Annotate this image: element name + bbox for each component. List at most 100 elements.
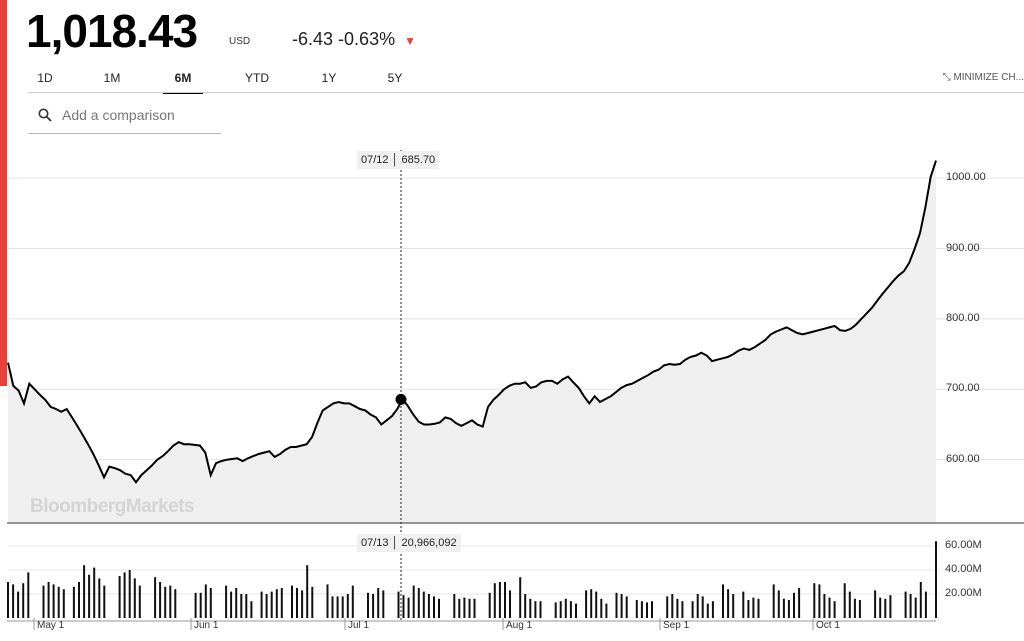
volume-bar — [590, 589, 593, 618]
tab-ytd[interactable]: YTD — [245, 71, 269, 85]
volume-bar — [924, 591, 927, 618]
volume-bar — [72, 586, 75, 618]
volume-bar — [787, 600, 790, 618]
volume-bar — [534, 601, 537, 618]
volume-bar — [397, 591, 400, 618]
volume-bar — [666, 596, 669, 618]
volume-bar — [681, 601, 684, 618]
volume-bar — [732, 594, 735, 618]
volume-bar — [635, 600, 638, 618]
search-icon — [38, 108, 52, 122]
volume-bar — [377, 588, 380, 618]
volume-bar — [250, 601, 253, 618]
volume-bar — [265, 594, 268, 618]
volume-bar — [311, 586, 314, 618]
volume-bar — [701, 596, 704, 618]
volume-bar — [493, 583, 496, 618]
minimize-chart-button[interactable]: ⤡ MINIMIZE CH... — [943, 72, 1024, 83]
volume-bar — [402, 595, 405, 618]
volume-bar — [600, 598, 603, 618]
volume-bar — [818, 584, 821, 618]
volume-bar — [691, 601, 694, 618]
volume-bar — [123, 572, 126, 618]
tab-6m[interactable]: 6M — [163, 70, 203, 94]
volume-bar — [554, 602, 557, 618]
volume-bar — [133, 578, 136, 618]
comparison-input[interactable] — [60, 103, 219, 127]
volume-bar — [519, 577, 522, 618]
volume-bar — [498, 582, 501, 618]
volume-bar — [858, 600, 861, 618]
volume-bar — [646, 602, 648, 618]
volume-bar — [230, 591, 233, 618]
volume-bar — [605, 603, 608, 618]
volume-bar — [270, 591, 273, 618]
volume-bar — [884, 598, 887, 618]
change-percent: -0.63% — [338, 29, 396, 49]
volume-bar — [640, 601, 643, 618]
volume-bar — [438, 598, 440, 618]
volume-bar — [782, 598, 785, 618]
x-tick-label: Oct 1 — [816, 620, 840, 631]
volume-bar — [453, 594, 456, 618]
volume-bars — [7, 541, 940, 618]
y-tick-label: 800.00 — [946, 311, 980, 324]
price-change: -6.43 -0.63% ▼ — [292, 29, 416, 50]
volume-bar — [904, 591, 907, 618]
volume-bar — [336, 596, 339, 618]
last-price: 1,018.43 — [26, 5, 198, 57]
volume-bar — [813, 583, 816, 618]
volume-bar — [57, 586, 60, 618]
x-tick-label: May 1 — [37, 620, 65, 631]
volume-bar — [615, 592, 618, 618]
volume-bar — [889, 595, 892, 618]
volume-bar — [422, 591, 425, 618]
volume-bar — [757, 598, 760, 618]
price-tooltip-value: 685.70 — [401, 154, 436, 166]
volume-bar — [199, 592, 202, 618]
volume-bar — [823, 594, 826, 618]
volume-bar — [159, 582, 162, 618]
volume-bar — [828, 597, 831, 618]
volume-bar — [772, 584, 775, 618]
volume-bar — [240, 594, 243, 618]
change-amount: -6.43 — [292, 29, 334, 49]
volume-bar — [346, 594, 349, 618]
volume-bar — [291, 585, 293, 618]
volume-bar — [174, 589, 177, 618]
volume-bar — [372, 594, 375, 618]
volume-bar — [909, 594, 912, 618]
volume-bar — [585, 590, 588, 618]
tab-1d[interactable]: 1D — [37, 71, 53, 85]
volume-bar — [671, 594, 674, 618]
volume-bar — [235, 588, 238, 618]
tab-1y[interactable]: 1Y — [321, 71, 337, 85]
volume-bar — [209, 588, 212, 618]
volume-bar — [306, 565, 309, 618]
volume-bar — [524, 594, 527, 618]
volume-bar — [879, 597, 882, 618]
volume-bar — [407, 597, 410, 618]
volume-bar — [793, 592, 795, 618]
volume-bar — [164, 586, 167, 618]
crosshair-point — [395, 393, 407, 405]
price-tooltip: 07/12 │ 685.70 — [357, 151, 440, 169]
volume-bar — [83, 565, 86, 618]
volume-bar — [473, 598, 476, 618]
collapse-arrows-icon: ⤡ — [942, 72, 951, 83]
volume-bar — [595, 591, 598, 618]
tab-1m[interactable]: 1M — [103, 71, 121, 85]
y-tick-label: 600.00 — [946, 452, 980, 465]
volume-bar — [843, 583, 846, 618]
volume-bar — [468, 598, 471, 618]
volume-bar — [427, 594, 430, 618]
tab-5y[interactable]: 5Y — [387, 71, 403, 85]
volume-bar — [569, 601, 572, 618]
volume-bar — [711, 601, 714, 618]
volume-tooltip-value: 20,966,092 — [401, 537, 457, 549]
volume-bar — [260, 591, 263, 618]
volume-tooltip: 07/13 │ 20,966,092 — [357, 534, 461, 552]
volume-bar — [848, 591, 851, 618]
volume-bar — [52, 584, 55, 618]
